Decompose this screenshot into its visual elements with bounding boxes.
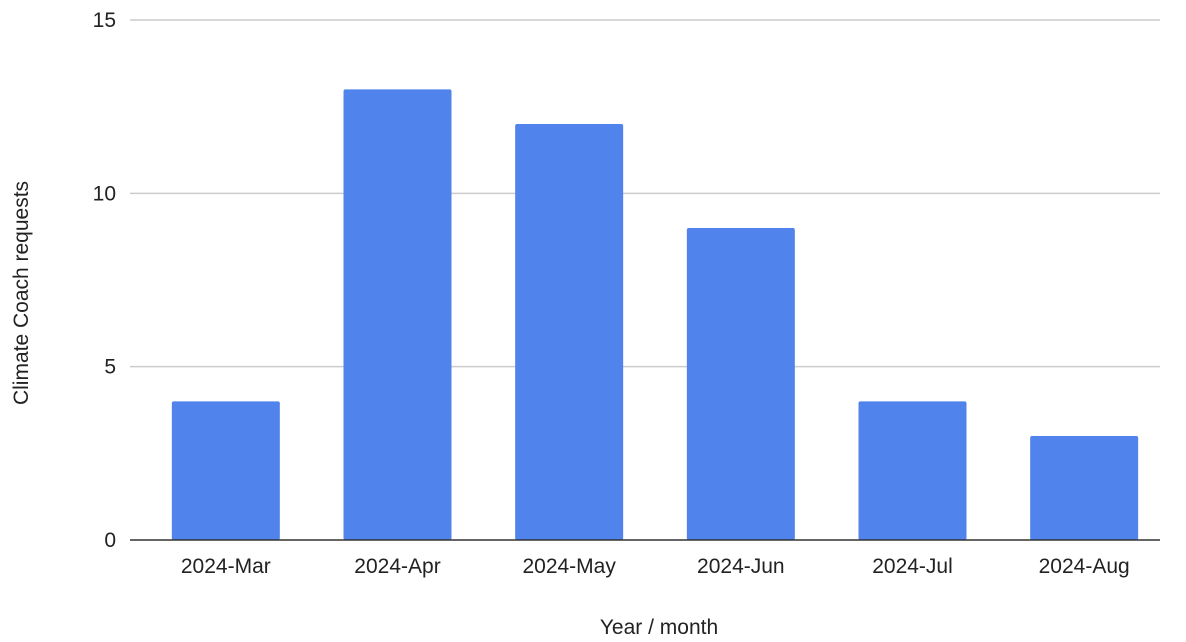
bar-2024-Apr	[344, 89, 452, 540]
x-tick-label: 2024-Mar	[181, 555, 271, 578]
bar-2024-Jun	[687, 228, 795, 540]
y-tick-label: 5	[104, 356, 116, 379]
bar-2024-May	[515, 124, 623, 540]
x-tick-label: 2024-Jul	[872, 555, 953, 578]
x-tick-labels: 2024-Mar 2024-Apr 2024-May 2024-Jun 2024-Jul…	[181, 555, 1130, 578]
y-tick-label: 10	[93, 182, 116, 205]
y-tick-label: 0	[104, 529, 116, 552]
bar-2024-Aug	[1030, 436, 1138, 540]
x-tick-label: 2024-Jun	[697, 555, 785, 578]
bar-2024-Jul	[859, 401, 967, 540]
y-tick-labels: 0 5 10 15	[93, 9, 116, 552]
x-tick-label: 2024-Apr	[354, 555, 440, 578]
bar-2024-Mar	[172, 401, 280, 540]
bars	[172, 89, 1138, 540]
x-axis-title: Year / month	[600, 616, 718, 639]
gridlines	[130, 20, 1160, 367]
x-tick-label: 2024-May	[522, 555, 616, 578]
x-tick-label: 2024-Aug	[1039, 555, 1130, 578]
y-axis-title: Climate Coach requests	[10, 181, 33, 405]
y-tick-label: 15	[93, 9, 116, 32]
